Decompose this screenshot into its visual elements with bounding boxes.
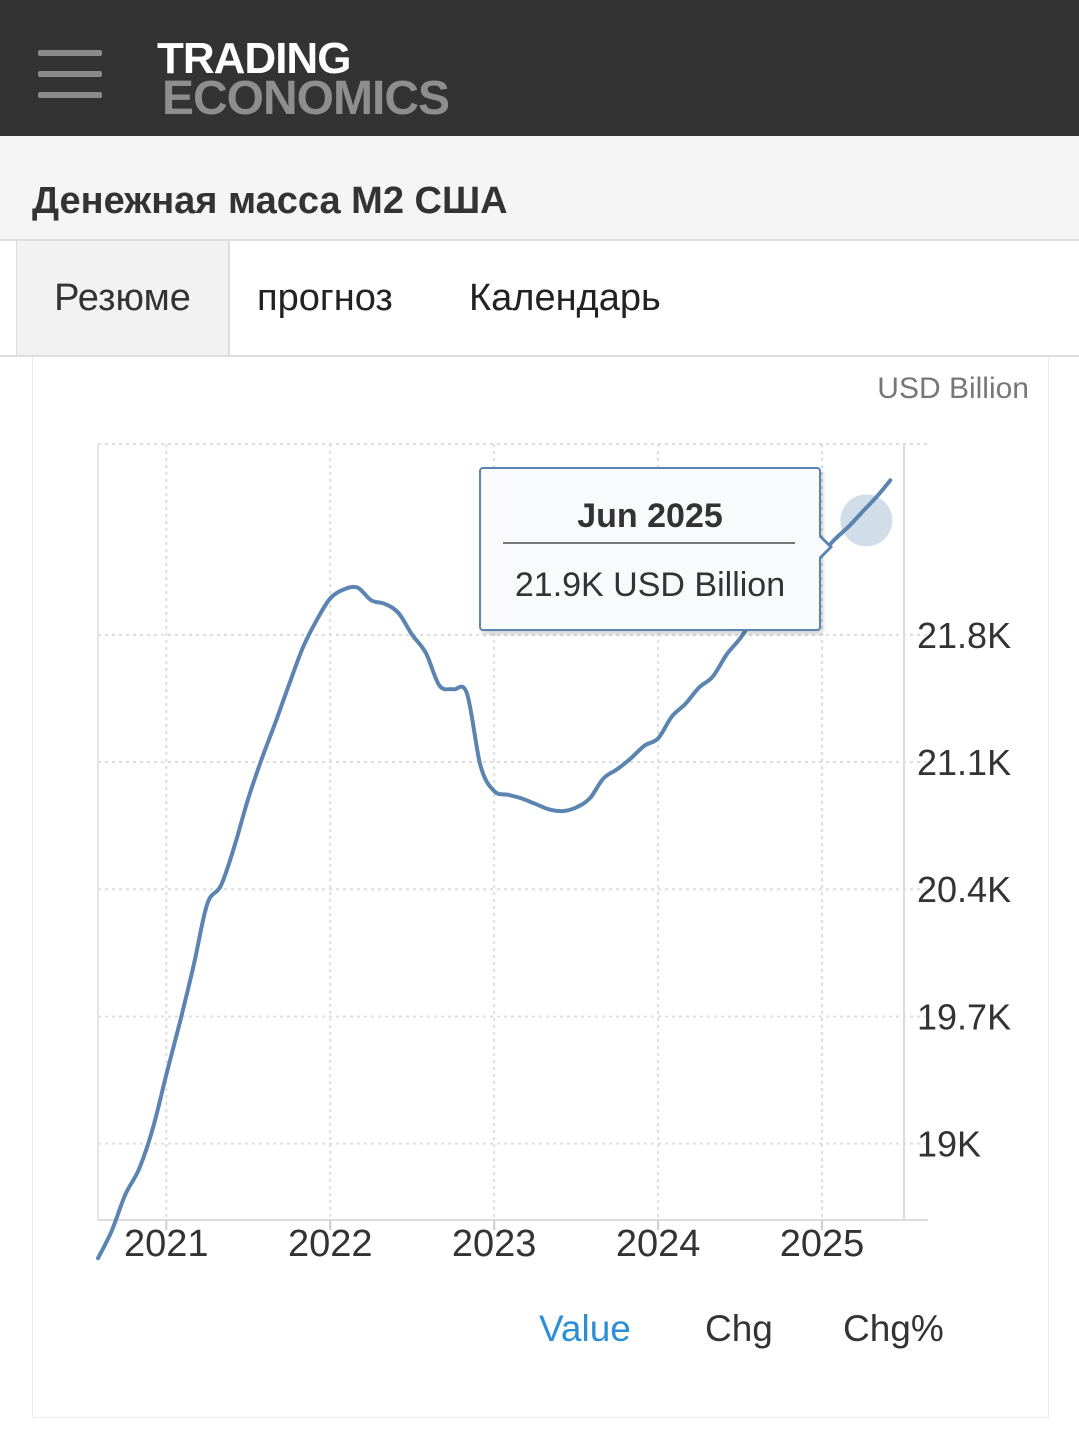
x-tick-label: 2022 [288, 1223, 373, 1265]
title-bar: Денежная масса M2 США [0, 136, 1079, 241]
y-tick-label: 19K [917, 1124, 981, 1165]
tooltip-date: Jun 2025 [577, 497, 723, 535]
tooltip-value: 21.9K USD Billion [514, 566, 786, 604]
tab-calendar[interactable]: Календарь [469, 276, 661, 319]
x-tick-label: 2021 [124, 1223, 209, 1265]
tab-summary[interactable]: Резюме [16, 241, 230, 355]
mode-chg-percent-tab[interactable]: Chg% [843, 1308, 944, 1349]
chart-tooltip: Jun 2025 21.9K USD Billion [479, 467, 821, 631]
y-tick-label: 21.1K [917, 742, 1011, 783]
hover-marker-halo [840, 494, 893, 547]
y-tick-label: 21.8K [917, 615, 1011, 656]
hamburger-menu-icon[interactable] [38, 50, 104, 102]
tooltip-pointer-fill [818, 536, 829, 558]
page-title: Денежная масса M2 США [32, 180, 508, 222]
top-bar: TRADING ECONOMICS [0, 0, 1079, 136]
logo-text-bottom: ECONOMICS [162, 71, 450, 125]
mode-value-tab[interactable]: Value [539, 1308, 631, 1349]
unit-label: USD Billion [877, 372, 1029, 405]
tab-forecast[interactable]: прогноз [257, 276, 393, 319]
y-tick-label: 20.4K [917, 869, 1011, 910]
x-tick-label: 2024 [616, 1223, 701, 1265]
mode-chg-tab[interactable]: Chg [705, 1308, 773, 1349]
x-tick-label: 2023 [452, 1223, 537, 1265]
tooltip-divider [503, 542, 795, 544]
x-tick-label: 2025 [780, 1223, 865, 1265]
logo-text-top: TRADING [157, 34, 351, 83]
tab-bar: Резюме прогноз Календарь [0, 241, 1079, 357]
y-tick-label: 19.7K [917, 996, 1011, 1037]
trading-economics-logo[interactable]: TRADING ECONOMICS [157, 34, 450, 125]
